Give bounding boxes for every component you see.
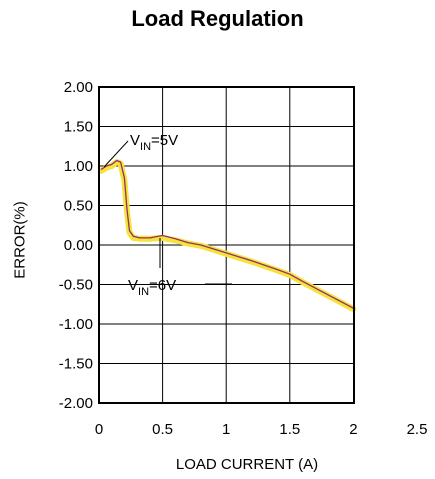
series-line-vin-5v [100, 159, 355, 309]
annotation-leader-5v [103, 140, 129, 168]
y-tick-label: 1.50 [64, 119, 93, 136]
x-tick-label: 2 [349, 421, 357, 438]
annotation-vin-6v: VIN=6V [128, 277, 176, 298]
y-tick-label: -2.00 [59, 395, 93, 412]
tick-labels: 2.001.501.000.500.00-0.50-1.00-1.50-2.00… [59, 79, 428, 438]
series-line-vin-6v [98, 159, 357, 312]
y-tick-label: 2.00 [64, 79, 93, 96]
x-tick-label: 2.5 [407, 421, 428, 438]
annotations: VIN=5V VIN=6V [103, 132, 232, 298]
x-tick-label: 1 [222, 421, 230, 438]
y-tick-label: 0.50 [64, 198, 93, 215]
y-tick-label: -1.50 [59, 356, 93, 373]
y-tick-label: 0.00 [64, 237, 93, 254]
plot-frame [98, 86, 355, 404]
annotation-vin-5v: VIN=5V [130, 132, 178, 153]
x-axis-label: LOAD CURRENT (A) [175, 456, 319, 473]
y-tick-label: -1.00 [59, 316, 93, 333]
series-lines [98, 159, 357, 312]
x-tick-label: 0.5 [152, 421, 173, 438]
x-tick-label: 1.5 [279, 421, 300, 438]
y-tick-label: 1.00 [64, 158, 93, 175]
chart-title: Load Regulation [131, 6, 304, 31]
y-tick-label: -0.50 [59, 277, 93, 294]
x-tick-label: 0 [95, 421, 103, 438]
